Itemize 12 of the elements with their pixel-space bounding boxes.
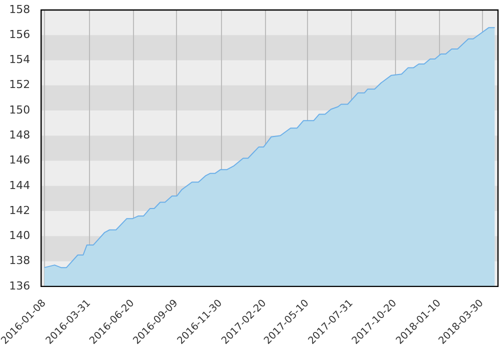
y-tick-label: 142 <box>9 204 30 217</box>
y-tick-label: 154 <box>9 53 30 66</box>
y-tick-label: 150 <box>9 103 30 116</box>
y-tick-label: 156 <box>9 28 30 41</box>
y-tick-label: 146 <box>9 154 30 167</box>
y-tick-label: 140 <box>9 229 30 242</box>
y-tick-label: 152 <box>9 78 30 92</box>
y-tick-label: 148 <box>9 128 30 142</box>
y-tick-label: 138 <box>9 254 30 268</box>
y-tick-label: 136 <box>9 279 30 292</box>
y-tick-label: 144 <box>9 178 30 192</box>
y-tick-label: 158 <box>9 2 30 16</box>
